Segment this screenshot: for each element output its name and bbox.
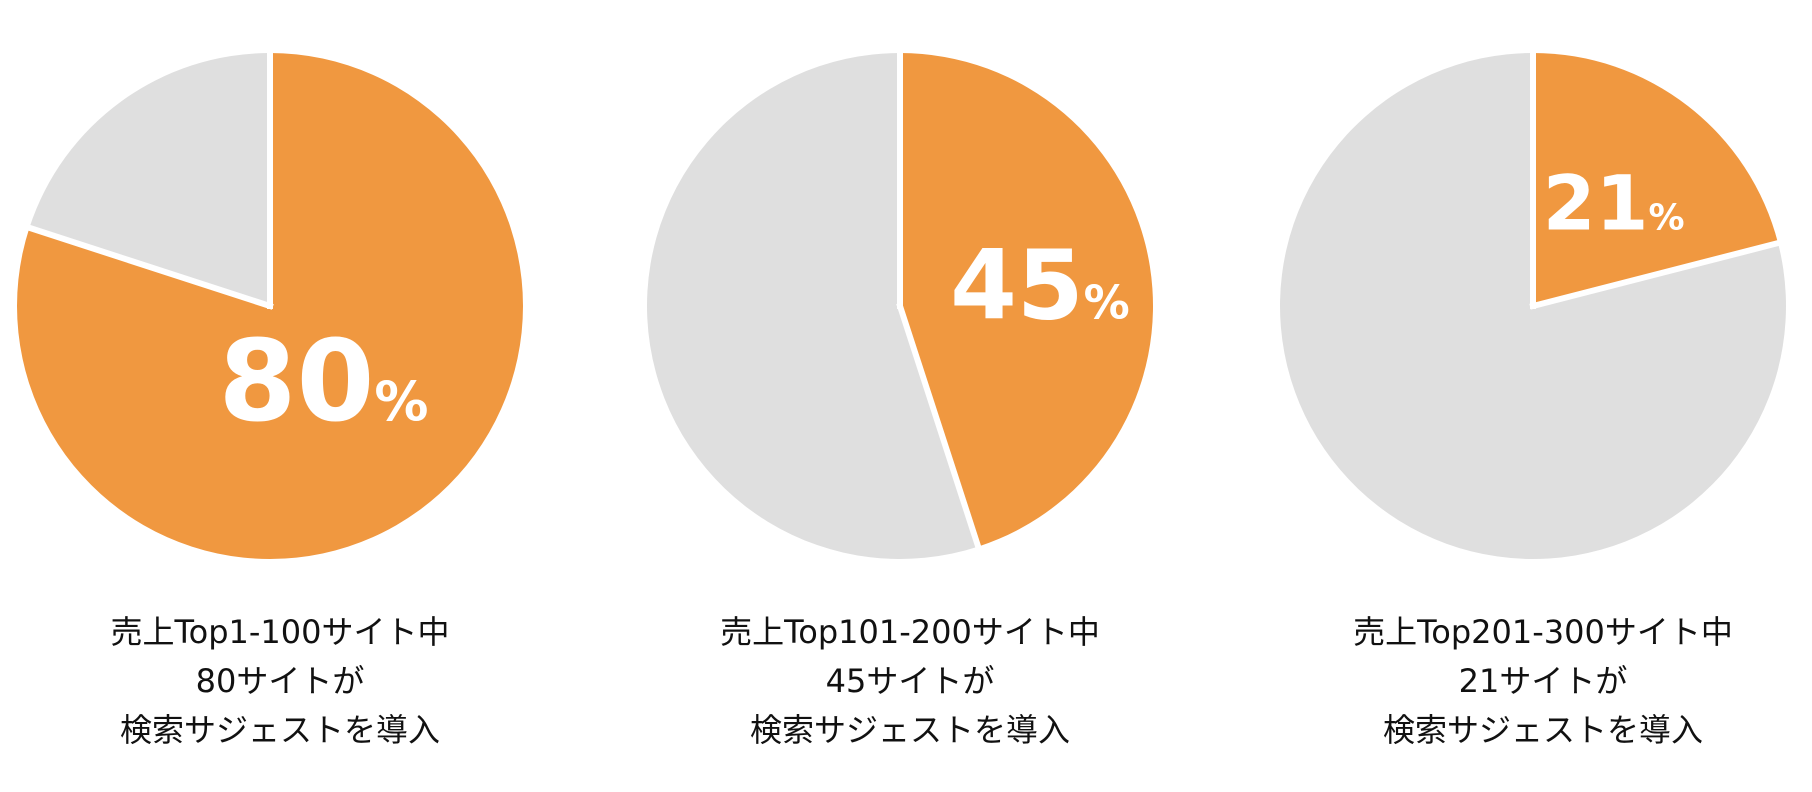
percent-label: 21% <box>1543 158 1685 247</box>
caption-line-3: 検索サジェストを導入 <box>119 711 440 749</box>
pie-chart-1: 80% <box>16 48 523 559</box>
caption-line-3: 検索サジェストを導入 <box>749 711 1070 749</box>
chart-caption: 売上Top1-100サイト中 80サイトが 検索サジェストを導入 <box>0 608 560 755</box>
percent-value: 45 <box>950 229 1084 341</box>
pie-chart-3: 21% <box>1280 48 1786 560</box>
pie-chart-panel-3: 21% 売上Top201-300サイト中 21サイトが 検索サジェストを導入 <box>1263 0 1812 792</box>
percent-symbol: % <box>1084 275 1130 329</box>
slice-divider-end <box>1529 238 1784 310</box>
caption-line-2: 21サイトが <box>1458 662 1628 700</box>
caption-line-2: 80サイトが <box>195 662 365 700</box>
caption-line-1: 売上Top101-200サイト中 <box>720 613 1100 651</box>
slice-divider-end <box>23 223 274 310</box>
slice-divider-end <box>896 302 983 553</box>
percent-label: 45% <box>950 229 1130 341</box>
percent-symbol: % <box>1648 197 1684 238</box>
percent-symbol: % <box>374 370 428 433</box>
caption-line-2: 45サイトが <box>825 662 995 700</box>
percent-value: 80 <box>219 317 375 447</box>
slice-not-adopted <box>29 53 270 306</box>
pie-chart-panel-2: 45% 売上Top101-200サイト中 45サイトが 検索サジェストを導入 <box>630 0 1190 792</box>
percent-value: 21 <box>1543 158 1649 247</box>
pie-chart-2: 45% <box>647 48 1153 559</box>
slice-adopted <box>1533 53 1779 306</box>
slice-adopted <box>900 53 1153 547</box>
slice-not-adopted <box>647 53 979 559</box>
caption-line-1: 売上Top1-100サイト中 <box>110 613 450 651</box>
chart-caption: 売上Top101-200サイト中 45サイトが 検索サジェストを導入 <box>630 608 1190 755</box>
caption-line-1: 売上Top201-300サイト中 <box>1353 613 1733 651</box>
caption-line-3: 検索サジェストを導入 <box>1382 711 1703 749</box>
percent-label: 80% <box>219 317 429 447</box>
chart-caption: 売上Top201-300サイト中 21サイトが 検索サジェストを導入 <box>1263 608 1812 755</box>
pie-chart-panel-1: 80% 売上Top1-100サイト中 80サイトが 検索サジェストを導入 <box>0 0 560 792</box>
